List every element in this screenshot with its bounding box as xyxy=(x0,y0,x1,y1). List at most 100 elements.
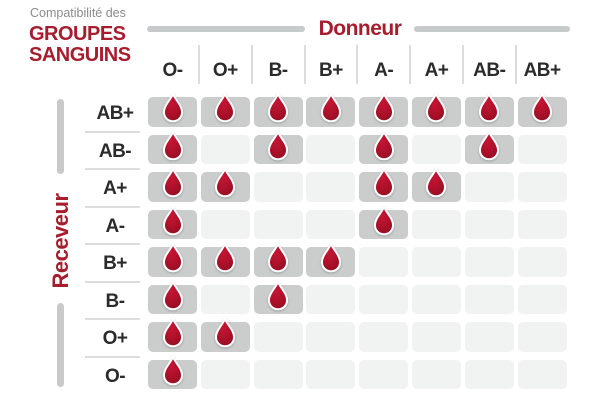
column-separator xyxy=(303,45,306,84)
donor-column-header-A+: A+ xyxy=(424,60,449,81)
blood-drop-icon xyxy=(162,355,183,385)
cell-O+-receives-AB--incompatible xyxy=(464,322,514,352)
blood-drop-icon xyxy=(215,167,236,198)
cell-B+-receives-B+-compatible xyxy=(306,242,356,277)
cell-B+-receives-AB+-incompatible xyxy=(517,247,567,277)
cell-AB--receives-AB+-incompatible xyxy=(517,134,567,164)
row-separator xyxy=(85,130,140,133)
cell-O+-receives-AB+-incompatible xyxy=(517,322,567,352)
cell-A+-receives-A+-compatible xyxy=(411,167,461,202)
cell-A--receives-B--incompatible xyxy=(253,209,303,239)
cell-A--receives-A+-incompatible xyxy=(411,209,461,239)
blood-drop-icon xyxy=(162,317,183,348)
column-separator xyxy=(409,45,412,84)
donor-column-header-B+: B+ xyxy=(318,60,343,81)
column-separator xyxy=(514,45,517,84)
cell-A+-receives-B--incompatible xyxy=(253,172,303,202)
cell-AB--receives-O+-incompatible xyxy=(200,134,250,164)
blood-drop-icon xyxy=(268,92,289,123)
column-separator xyxy=(197,45,200,84)
donor-column-header-AB-: AB- xyxy=(473,60,506,81)
receiver-row-header-O+: O+ xyxy=(102,328,128,349)
cell-O+-receives-A--incompatible xyxy=(359,322,409,352)
cell-A--receives-AB+-incompatible xyxy=(517,209,567,239)
cell-AB+-receives-AB+-compatible xyxy=(517,92,567,127)
cell-AB+-receives-A--compatible xyxy=(359,92,409,127)
cell-A+-receives-A--compatible xyxy=(359,167,409,202)
cell-AB--receives-B--compatible xyxy=(253,130,303,164)
donor-column-header-A-: A- xyxy=(374,60,394,81)
cell-A+-receives-O+-compatible xyxy=(200,167,250,202)
blood-drop-icon xyxy=(215,242,236,273)
cell-B+-receives-AB--incompatible xyxy=(464,247,514,277)
blood-drop-icon xyxy=(162,242,183,273)
cell-O--receives-AB--incompatible xyxy=(464,359,514,389)
cell-A--receives-O--compatible xyxy=(148,205,197,239)
cell-A--receives-B+-incompatible xyxy=(306,209,356,239)
cell-O+-receives-A+-incompatible xyxy=(411,322,461,352)
cell-B--receives-A+-incompatible xyxy=(411,284,461,314)
receiver-axis-bar-top xyxy=(57,99,64,174)
cell-AB--receives-O--compatible xyxy=(148,130,197,164)
cell-AB+-receives-O+-compatible xyxy=(200,92,250,127)
row-separator xyxy=(85,355,140,358)
chart-title-line2: SANGUINS xyxy=(29,44,131,66)
donor-column-header-B-: B- xyxy=(268,60,289,81)
cell-B+-receives-A+-incompatible xyxy=(411,247,461,277)
cell-AB--receives-B+-incompatible xyxy=(306,134,356,164)
cell-AB+-receives-O--compatible xyxy=(148,92,197,127)
cell-O--receives-O+-incompatible xyxy=(200,359,250,389)
cell-AB--receives-AB--compatible xyxy=(464,130,514,164)
cell-B+-receives-O--compatible xyxy=(148,242,197,277)
receiver-row-header-B-: B- xyxy=(105,290,125,312)
cell-B--receives-A--incompatible xyxy=(359,284,409,314)
row-separator xyxy=(85,168,140,170)
blood-drop-icon xyxy=(268,280,289,310)
blood-drop-icon xyxy=(215,317,236,348)
cell-B+-receives-A--incompatible xyxy=(359,247,409,277)
column-separator xyxy=(461,45,464,84)
donor-column-header-AB+: AB+ xyxy=(523,60,562,81)
cell-O--receives-O--compatible xyxy=(148,355,197,389)
cell-O--receives-AB+-incompatible xyxy=(517,359,567,389)
receiver-axis-label: Receveur xyxy=(48,193,73,289)
blood-drop-icon xyxy=(162,167,183,198)
receiver-row-header-B+: B+ xyxy=(103,253,127,274)
blood-drop-icon xyxy=(373,167,394,198)
cell-O--receives-B--incompatible xyxy=(253,359,303,389)
row-separator xyxy=(85,243,140,245)
cell-B--receives-O+-incompatible xyxy=(200,284,250,314)
cell-O--receives-A--incompatible xyxy=(359,359,409,389)
cell-A--receives-AB--incompatible xyxy=(464,209,514,239)
cell-A--receives-A--compatible xyxy=(359,205,409,239)
cell-O--receives-A+-incompatible xyxy=(411,359,461,389)
cell-O+-receives-O+-compatible xyxy=(200,317,250,352)
blood-drop-icon xyxy=(215,92,236,123)
row-separator xyxy=(85,205,140,208)
cell-AB--receives-A+-incompatible xyxy=(411,134,461,164)
blood-drop-icon xyxy=(162,280,183,310)
donor-axis-bar-right xyxy=(414,26,570,32)
blood-drop-icon xyxy=(268,242,289,273)
cell-A+-receives-B+-incompatible xyxy=(306,172,356,202)
blood-drop-icon xyxy=(479,130,500,160)
cell-AB--receives-A--compatible xyxy=(359,130,409,164)
cell-A+-receives-AB+-incompatible xyxy=(517,172,567,202)
cell-B--receives-B+-incompatible xyxy=(306,284,356,314)
receiver-row-header-A-: A- xyxy=(105,215,125,237)
blood-drop-icon xyxy=(162,130,183,160)
cell-A--receives-O+-incompatible xyxy=(200,209,250,239)
donor-column-header-O+: O+ xyxy=(212,60,238,81)
column-separator xyxy=(356,45,359,84)
blood-drop-icon xyxy=(532,92,553,123)
receiver-row-header-O-: O- xyxy=(104,365,126,387)
blood-drop-icon xyxy=(320,92,341,123)
receiver-row-header-AB+: AB+ xyxy=(96,103,134,124)
cell-O+-receives-B+-incompatible xyxy=(306,322,356,352)
blood-drop-icon xyxy=(479,92,500,123)
cell-AB+-receives-AB--compatible xyxy=(464,92,514,127)
receiver-row-header-A+: A+ xyxy=(103,178,127,199)
column-separator xyxy=(250,45,253,84)
chart-title-eyebrow: Compatibilité des xyxy=(30,6,126,20)
